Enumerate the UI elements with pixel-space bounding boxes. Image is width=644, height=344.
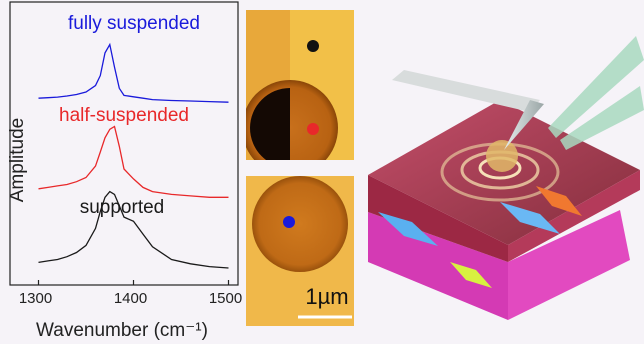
x-tick-label: 1400	[114, 290, 147, 307]
afm-image-top	[242, 10, 354, 176]
plot-frame	[10, 2, 238, 285]
series-label: fully suspended	[68, 13, 200, 34]
series-label: half-suspended	[59, 105, 189, 126]
series-label: supported	[80, 197, 165, 218]
x-tick-label: 1300	[19, 290, 52, 307]
x-axis-label: Wavenumber (cm⁻¹)	[36, 320, 208, 341]
illustration	[368, 36, 644, 320]
line-series	[39, 45, 229, 103]
scale-bar-label: 1µm	[305, 284, 348, 309]
y-axis-label: Amplitude	[7, 118, 28, 203]
x-tick-label: 1500	[209, 290, 242, 307]
line-series	[39, 127, 229, 198]
figure: 1µm Amplitude Wavenumber (cm⁻¹) 1300 1400…	[0, 0, 644, 344]
